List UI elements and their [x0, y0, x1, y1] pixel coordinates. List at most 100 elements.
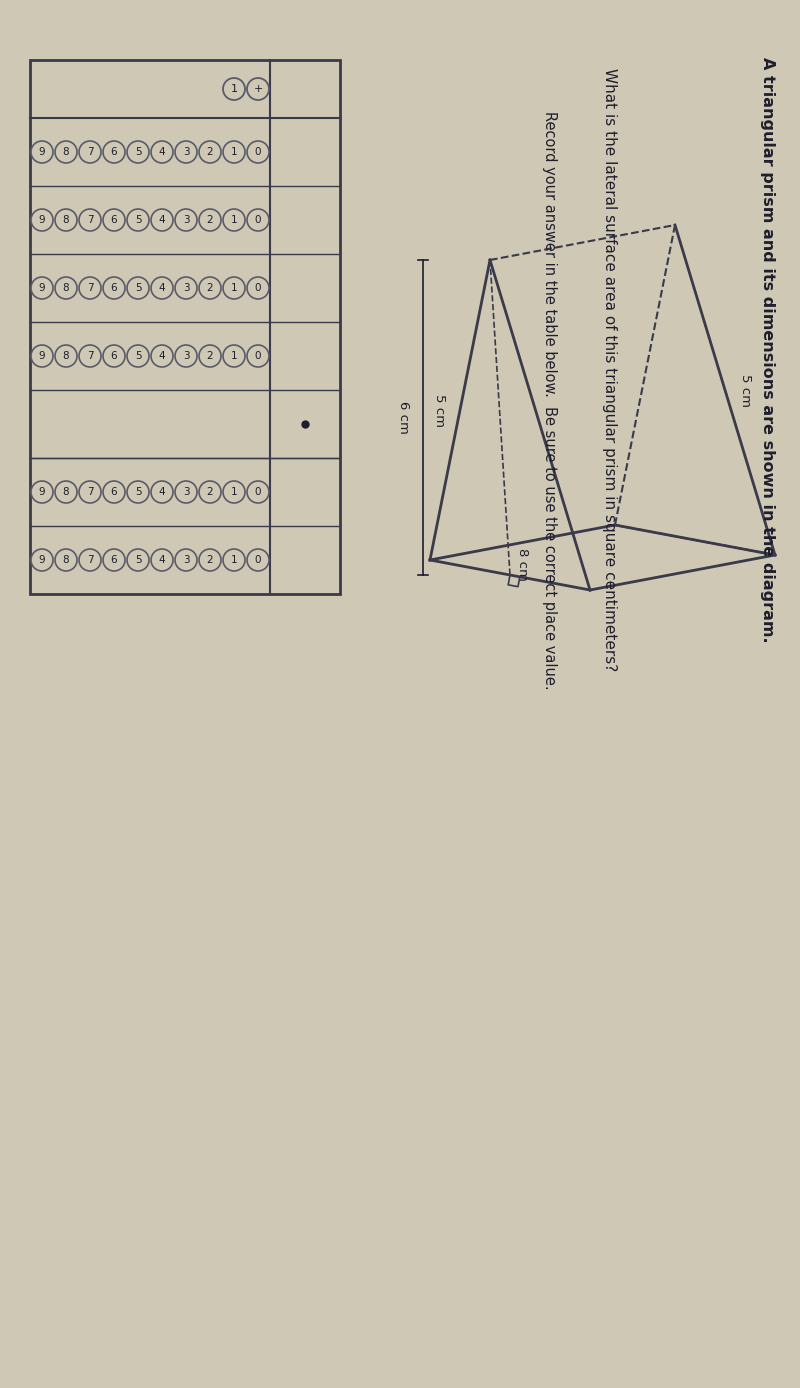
Text: 5: 5: [134, 555, 142, 565]
Circle shape: [175, 550, 197, 570]
Text: 1: 1: [230, 351, 238, 361]
Circle shape: [175, 482, 197, 502]
Text: 2: 2: [206, 555, 214, 565]
Circle shape: [175, 142, 197, 162]
Text: 4: 4: [158, 487, 166, 497]
Text: 2: 2: [206, 351, 214, 361]
Text: 3: 3: [182, 215, 190, 225]
Text: 0: 0: [254, 555, 262, 565]
Text: 5: 5: [134, 147, 142, 157]
Circle shape: [55, 550, 77, 570]
Circle shape: [127, 346, 149, 366]
Text: 7: 7: [86, 147, 94, 157]
Circle shape: [247, 278, 269, 298]
Text: 8: 8: [62, 283, 70, 293]
Text: What is the lateral surface area of this triangular prism in square centimeters?: What is the lateral surface area of this…: [602, 68, 618, 672]
Text: 1: 1: [230, 555, 238, 565]
Circle shape: [247, 346, 269, 366]
Text: 2: 2: [206, 215, 214, 225]
Text: 8: 8: [62, 555, 70, 565]
Text: 0: 0: [254, 215, 262, 225]
Text: 7: 7: [86, 555, 94, 565]
Text: 9: 9: [38, 283, 46, 293]
Text: 1: 1: [230, 147, 238, 157]
Text: 7: 7: [86, 283, 94, 293]
Circle shape: [127, 142, 149, 162]
Circle shape: [223, 142, 245, 162]
Text: 9: 9: [38, 555, 46, 565]
Text: 7: 7: [86, 487, 94, 497]
Circle shape: [31, 550, 53, 570]
Circle shape: [175, 278, 197, 298]
Text: 3: 3: [182, 487, 190, 497]
Circle shape: [247, 142, 269, 162]
Circle shape: [79, 482, 101, 502]
Text: 9: 9: [38, 487, 46, 497]
Text: 4: 4: [158, 215, 166, 225]
Text: 6: 6: [110, 215, 118, 225]
Text: 6: 6: [110, 147, 118, 157]
Text: 5: 5: [134, 215, 142, 225]
Circle shape: [151, 550, 173, 570]
Text: 5: 5: [134, 487, 142, 497]
Text: 2: 2: [206, 147, 214, 157]
Text: 4: 4: [158, 351, 166, 361]
Text: 6: 6: [110, 351, 118, 361]
Circle shape: [79, 346, 101, 366]
Text: 4: 4: [158, 283, 166, 293]
Text: 1: 1: [230, 283, 238, 293]
Circle shape: [103, 142, 125, 162]
Text: 6: 6: [110, 555, 118, 565]
Bar: [30, 60, 340, 594]
Circle shape: [199, 550, 221, 570]
Text: 0: 0: [254, 283, 262, 293]
Circle shape: [247, 482, 269, 502]
Text: 8 cm: 8 cm: [516, 548, 529, 582]
Text: 9: 9: [38, 351, 46, 361]
Circle shape: [175, 210, 197, 230]
Circle shape: [79, 210, 101, 230]
Circle shape: [223, 550, 245, 570]
Circle shape: [199, 346, 221, 366]
Circle shape: [31, 210, 53, 230]
Text: 3: 3: [182, 147, 190, 157]
Text: 9: 9: [38, 215, 46, 225]
Text: 5 cm: 5 cm: [434, 394, 446, 426]
Circle shape: [199, 482, 221, 502]
Circle shape: [55, 210, 77, 230]
Text: 5 cm: 5 cm: [738, 373, 751, 407]
Text: 7: 7: [86, 215, 94, 225]
Circle shape: [247, 210, 269, 230]
Circle shape: [31, 278, 53, 298]
Circle shape: [151, 346, 173, 366]
Text: 8: 8: [62, 215, 70, 225]
Circle shape: [151, 142, 173, 162]
Circle shape: [151, 482, 173, 502]
Circle shape: [199, 210, 221, 230]
Circle shape: [103, 550, 125, 570]
Text: 4: 4: [158, 147, 166, 157]
Circle shape: [247, 78, 269, 100]
Text: 1: 1: [230, 215, 238, 225]
Circle shape: [175, 346, 197, 366]
Text: 7: 7: [86, 351, 94, 361]
Text: 0: 0: [254, 487, 262, 497]
Text: 6 cm: 6 cm: [397, 401, 410, 434]
Text: 1: 1: [230, 85, 238, 94]
Circle shape: [55, 142, 77, 162]
Circle shape: [127, 550, 149, 570]
Text: 5: 5: [134, 283, 142, 293]
Text: 2: 2: [206, 283, 214, 293]
Text: 3: 3: [182, 351, 190, 361]
Circle shape: [55, 278, 77, 298]
Text: 4: 4: [158, 555, 166, 565]
Text: +: +: [254, 85, 262, 94]
Text: 0: 0: [254, 351, 262, 361]
Circle shape: [247, 550, 269, 570]
Text: 2: 2: [206, 487, 214, 497]
Circle shape: [127, 210, 149, 230]
Circle shape: [79, 550, 101, 570]
Circle shape: [103, 482, 125, 502]
Text: 1: 1: [230, 487, 238, 497]
Circle shape: [127, 278, 149, 298]
